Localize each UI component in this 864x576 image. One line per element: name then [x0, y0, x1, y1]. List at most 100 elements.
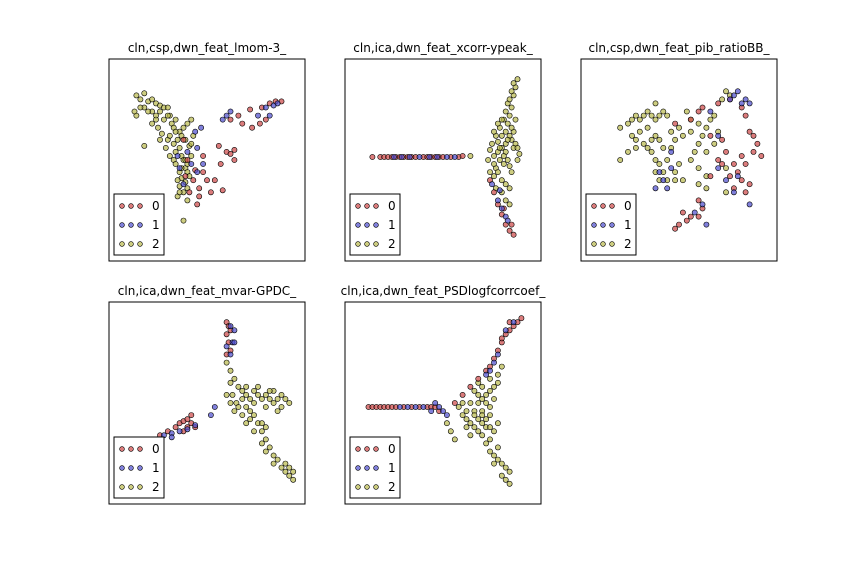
- data-point-class-2: [149, 96, 155, 103]
- data-point-class-2: [491, 161, 497, 167]
- data-point-class-2: [660, 108, 667, 115]
- legend-marker-class-0: [355, 203, 361, 209]
- data-point-class-2: [131, 108, 138, 115]
- data-point-class-2: [652, 157, 659, 163]
- data-point-class-2: [223, 391, 230, 398]
- data-point-class-2: [137, 104, 144, 111]
- data-point-class-2: [617, 124, 624, 131]
- data-point-class-2: [683, 108, 690, 115]
- data-point-class-2: [707, 116, 714, 123]
- data-point-class-0: [188, 412, 195, 418]
- data-point-class-2: [243, 420, 250, 427]
- data-point-class-2: [668, 128, 675, 135]
- data-point-class-2: [491, 383, 497, 390]
- data-point-class-2: [475, 416, 482, 423]
- data-point-class-2: [494, 169, 501, 175]
- data-point-class-2: [227, 400, 234, 406]
- data-point-class-1: [494, 351, 501, 358]
- data-point-class-0: [262, 116, 269, 123]
- data-point-class-0: [194, 201, 201, 208]
- data-point-class-2: [506, 468, 513, 475]
- subplot-title: cln,csp,dwn_feat_lmom-3_: [128, 41, 287, 55]
- data-point-class-1: [489, 181, 495, 188]
- data-point-class-2: [500, 161, 507, 167]
- data-point-class-1: [699, 201, 706, 208]
- legend-marker-class-2: [373, 241, 379, 247]
- data-point-class-2: [286, 472, 293, 479]
- data-point-class-2: [703, 185, 710, 192]
- data-point-class-2: [489, 140, 495, 147]
- data-point-class-0: [695, 108, 702, 115]
- data-point-class-1: [668, 165, 675, 171]
- scatter-points: [369, 76, 523, 238]
- legend-marker-class-2: [119, 484, 125, 490]
- legend-label: 0: [152, 442, 160, 456]
- data-point-class-2: [290, 468, 297, 475]
- data-point-class-1: [207, 412, 214, 418]
- data-point-class-2: [463, 424, 470, 431]
- data-point-class-1: [184, 426, 191, 433]
- data-point-class-2: [487, 169, 493, 175]
- data-point-class-2: [475, 391, 482, 398]
- data-point-class-2: [155, 124, 161, 131]
- data-point-class-2: [502, 108, 509, 115]
- data-point-class-1: [660, 177, 667, 184]
- data-point-class-1: [483, 371, 489, 378]
- data-point-class-2: [266, 387, 273, 394]
- legend-label: 1: [388, 461, 396, 475]
- data-point-class-0: [196, 185, 203, 192]
- legend-marker-class-2: [373, 484, 379, 490]
- data-point-class-2: [270, 400, 277, 406]
- legend-marker-class-2: [609, 241, 615, 247]
- subplot-pib-ratiobb: cln,csp,dwn_feat_pib_ratioBB_ 0 1 2: [580, 41, 778, 262]
- legend-marker-class-0: [591, 203, 597, 209]
- data-point-class-2: [502, 464, 509, 471]
- data-point-class-2: [266, 444, 273, 451]
- legend-marker-class-2: [355, 484, 361, 490]
- data-point-class-1: [176, 428, 183, 435]
- data-point-class-0: [758, 153, 765, 159]
- data-point-class-1: [731, 189, 737, 196]
- data-point-class-0: [184, 416, 191, 423]
- data-point-class-2: [471, 387, 478, 394]
- data-point-class-2: [487, 146, 493, 153]
- data-point-class-2: [498, 363, 505, 370]
- data-point-class-1: [428, 408, 435, 414]
- data-point-class-2: [699, 132, 706, 139]
- data-point-class-2: [479, 420, 486, 427]
- data-point-class-0: [742, 161, 749, 167]
- data-point-class-2: [262, 424, 269, 431]
- data-point-class-2: [703, 148, 710, 155]
- data-point-class-1: [436, 404, 442, 410]
- data-point-class-2: [172, 161, 179, 167]
- data-point-class-2: [494, 456, 501, 463]
- data-point-class-2: [664, 112, 671, 119]
- data-point-class-0: [190, 177, 197, 184]
- legend-marker-class-0: [119, 203, 125, 209]
- legend-label: 0: [624, 199, 632, 213]
- data-point-class-1: [451, 154, 458, 160]
- data-point-class-0: [369, 154, 376, 160]
- legend-marker-class-1: [373, 222, 379, 228]
- data-point-class-2: [164, 104, 171, 111]
- data-point-class-2: [652, 132, 659, 139]
- data-point-class-2: [629, 116, 635, 123]
- data-point-class-2: [723, 88, 729, 95]
- data-point-class-2: [664, 157, 671, 163]
- legend: 0 1 2: [585, 193, 637, 256]
- data-point-class-0: [249, 124, 255, 131]
- legend-label: 2: [388, 480, 396, 494]
- data-point-class-1: [440, 408, 446, 414]
- data-point-class-2: [644, 124, 651, 131]
- legend-label: 0: [388, 442, 396, 456]
- legend-marker-class-2: [128, 484, 134, 490]
- data-point-class-2: [494, 138, 501, 145]
- data-point-class-2: [508, 169, 515, 175]
- data-point-class-1: [656, 169, 663, 175]
- data-point-class-1: [664, 185, 671, 192]
- data-point-class-2: [180, 124, 187, 131]
- legend-marker-class-2: [137, 241, 143, 247]
- data-point-class-2: [487, 448, 493, 455]
- data-point-class-2: [166, 132, 173, 139]
- data-point-class-2: [498, 460, 505, 467]
